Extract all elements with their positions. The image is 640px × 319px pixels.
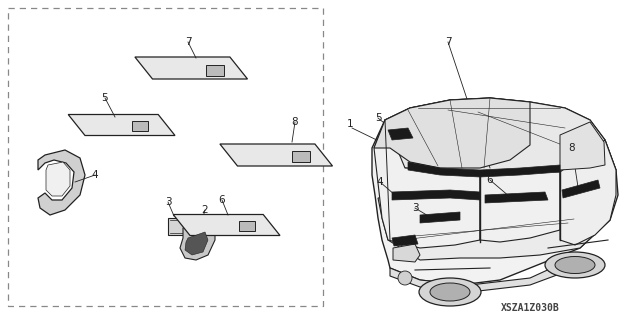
Polygon shape [185, 232, 208, 255]
Polygon shape [239, 221, 255, 231]
Polygon shape [408, 162, 560, 177]
Polygon shape [220, 144, 333, 166]
Polygon shape [135, 57, 248, 79]
Polygon shape [388, 128, 413, 140]
Polygon shape [385, 98, 616, 172]
Polygon shape [480, 170, 560, 242]
Text: 8: 8 [569, 143, 575, 153]
Polygon shape [68, 115, 175, 136]
Polygon shape [374, 98, 530, 168]
Ellipse shape [419, 278, 481, 306]
Text: 4: 4 [377, 177, 383, 187]
Text: 7: 7 [445, 37, 451, 47]
Polygon shape [46, 162, 70, 196]
Polygon shape [392, 235, 418, 246]
Text: 3: 3 [412, 203, 419, 213]
Text: 1: 1 [347, 119, 353, 129]
Polygon shape [420, 212, 460, 223]
Ellipse shape [545, 252, 605, 278]
Polygon shape [180, 220, 215, 260]
Polygon shape [560, 122, 605, 170]
Polygon shape [393, 244, 420, 262]
Text: 8: 8 [292, 117, 298, 127]
Polygon shape [372, 98, 618, 285]
Polygon shape [132, 121, 148, 131]
Polygon shape [173, 214, 280, 235]
Text: 5: 5 [374, 113, 381, 123]
Text: 3: 3 [164, 197, 172, 207]
Polygon shape [485, 192, 548, 203]
Polygon shape [392, 190, 480, 200]
Polygon shape [206, 64, 224, 76]
Polygon shape [378, 192, 610, 260]
Text: XSZA1Z030B: XSZA1Z030B [500, 303, 559, 313]
Text: 5: 5 [102, 93, 108, 103]
Polygon shape [292, 151, 310, 161]
Polygon shape [38, 150, 85, 215]
Text: 6: 6 [486, 175, 493, 185]
Text: 4: 4 [92, 170, 99, 180]
Text: 2: 2 [202, 205, 208, 215]
Polygon shape [560, 140, 616, 245]
Text: 2: 2 [395, 250, 401, 260]
Bar [8, 8, 323, 306]
Ellipse shape [430, 283, 470, 301]
Polygon shape [390, 262, 565, 292]
Ellipse shape [555, 256, 595, 273]
Polygon shape [374, 120, 480, 248]
Polygon shape [562, 180, 600, 198]
Text: 6: 6 [219, 195, 225, 205]
Polygon shape [168, 218, 185, 235]
Text: 7: 7 [185, 37, 191, 47]
Circle shape [398, 271, 412, 285]
